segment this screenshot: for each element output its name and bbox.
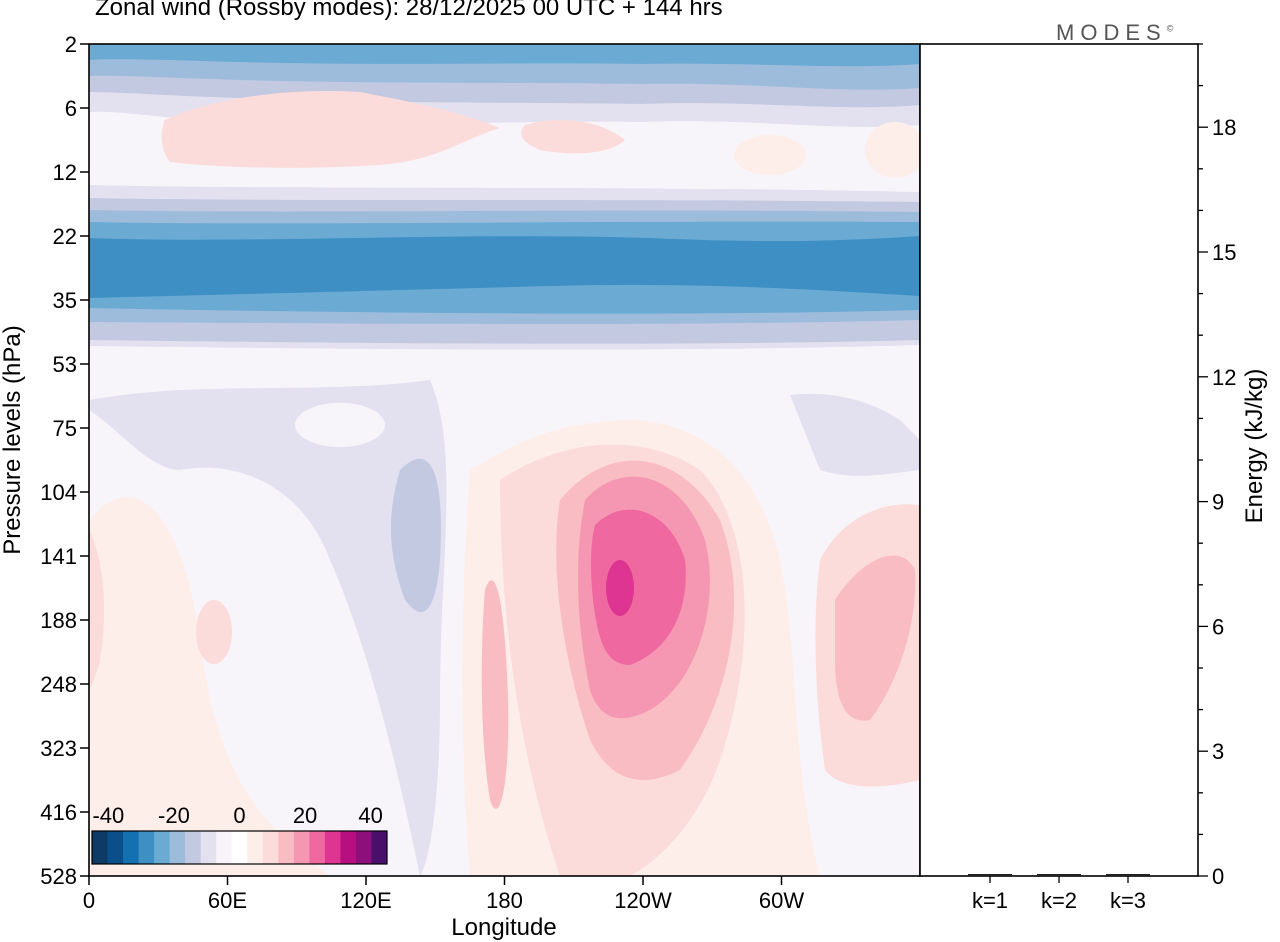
energy-bars: k=1 k=2 k=3 — [968, 874, 1150, 913]
colorbar-swatch — [340, 831, 357, 864]
x-tick-label: 60W — [759, 888, 804, 913]
easterly-region-east — [790, 393, 920, 476]
bar-category-label: k=3 — [1110, 888, 1146, 913]
colorbar-swatch — [262, 831, 279, 864]
longitude-axis: 0 60E 120E 180 120W 60W — [83, 876, 804, 913]
westerly-stratosphere-3 — [734, 135, 806, 175]
energy-tick-label: 15 — [1212, 240, 1236, 265]
colorbar-swatch — [169, 831, 186, 864]
secondary-westerly-core — [835, 555, 916, 721]
wind-contour-field — [89, 44, 920, 876]
energy-tick-label: 12 — [1212, 365, 1236, 390]
y-tick-label: 12 — [53, 160, 77, 185]
left-edge-westerly — [89, 530, 105, 690]
x-axis-label: Longitude — [451, 914, 556, 941]
colorbar-swatch — [154, 831, 171, 864]
energy-tick-label: 6 — [1212, 614, 1224, 639]
x-tick-label: 60E — [208, 888, 247, 913]
westerly-stratosphere-4 — [865, 122, 920, 178]
colorbar-swatch — [309, 831, 326, 864]
bar-category-label: k=1 — [972, 888, 1008, 913]
westerly-max-core — [606, 560, 634, 616]
y-tick-label: 35 — [53, 288, 77, 313]
x-tick-label: 120W — [614, 888, 672, 913]
easterly-tongue — [390, 458, 441, 612]
pressure-axis: 2 6 12 22 35 53 75 104 141 188 248 323 416 528 — [40, 32, 89, 889]
x-tick-label: 120E — [340, 888, 391, 913]
y-tick-label: 188 — [40, 608, 77, 633]
colorbar: -40 -20 0 20 40 — [91, 803, 388, 865]
energy-axis: 0 3 6 9 12 15 18 — [1198, 43, 1236, 889]
colorbar-swatch — [107, 831, 124, 864]
x-tick-label: 180 — [486, 888, 523, 913]
colorbar-swatch — [355, 831, 372, 864]
colorbar-swatch — [92, 831, 109, 864]
energy-bar — [1037, 874, 1081, 876]
colorbar-swatch — [123, 831, 140, 864]
y-tick-label: 53 — [53, 352, 77, 377]
lower-left-westerly — [89, 497, 330, 876]
westerly-stratosphere-1 — [161, 90, 500, 168]
modes-logo: MODES© — [1056, 20, 1173, 46]
colorbar-swatch — [371, 831, 388, 864]
small-calm-cell — [295, 403, 385, 447]
y-tick-label: 6 — [65, 96, 77, 121]
y-tick-label: 75 — [53, 416, 77, 441]
colorbar-swatch — [185, 831, 202, 864]
colorbar-tick-label: 20 — [293, 803, 317, 828]
colorbar-swatch — [324, 831, 341, 864]
logo-copyright: © — [1166, 23, 1174, 34]
y-tick-label: 323 — [40, 736, 77, 761]
bar-category-label: k=2 — [1041, 888, 1077, 913]
upper-band-minus20 — [89, 44, 920, 67]
energy-panel-frame — [919, 43, 1199, 877]
x-tick-label: 0 — [83, 888, 95, 913]
colorbar-frame — [91, 830, 388, 865]
colorbar-swatch — [231, 831, 248, 864]
y-tick-label: 141 — [40, 544, 77, 569]
colorbar-swatch — [200, 831, 217, 864]
energy-tick-label: 9 — [1212, 490, 1224, 515]
westerly-strip — [481, 580, 509, 809]
y-tick-label: 22 — [53, 224, 77, 249]
energy-tick-label: 0 — [1212, 864, 1224, 889]
y-tick-label: 2 — [65, 32, 77, 57]
westerly-stratosphere-2 — [521, 120, 625, 154]
energy-bar — [968, 874, 1012, 876]
colorbar-tick-label: -40 — [92, 803, 124, 828]
energy-axis-label: Energy (kJ/kg) — [1241, 369, 1268, 524]
westerly-20 — [590, 509, 686, 665]
easterly-region — [89, 380, 447, 876]
y-tick-label: 528 — [40, 864, 77, 889]
small-westerly-cell — [196, 600, 232, 664]
chart-title: Zonal wind (Rossby modes): 28/12/2025 00… — [95, 0, 723, 21]
jet-band-minus25 — [89, 236, 920, 298]
colorbar-swatch — [216, 831, 233, 864]
y-axis-label: Pressure levels (hPa) — [0, 325, 26, 554]
energy-tick-label: 18 — [1212, 115, 1236, 140]
y-tick-label: 248 — [40, 672, 77, 697]
y-tick-label: 416 — [40, 800, 77, 825]
energy-tick-label: 3 — [1212, 739, 1224, 764]
energy-bar — [1106, 874, 1150, 876]
colorbar-swatch — [278, 831, 295, 864]
logo-text: MODES — [1056, 20, 1167, 45]
colorbar-swatch — [138, 831, 155, 864]
colorbar-swatch — [247, 831, 264, 864]
colorbar-tick-label: 0 — [233, 803, 245, 828]
colorbar-tick-label: 40 — [358, 803, 382, 828]
y-tick-label: 104 — [40, 480, 77, 505]
colorbar-tick-label: -20 — [158, 803, 190, 828]
colorbar-swatch — [293, 831, 310, 864]
